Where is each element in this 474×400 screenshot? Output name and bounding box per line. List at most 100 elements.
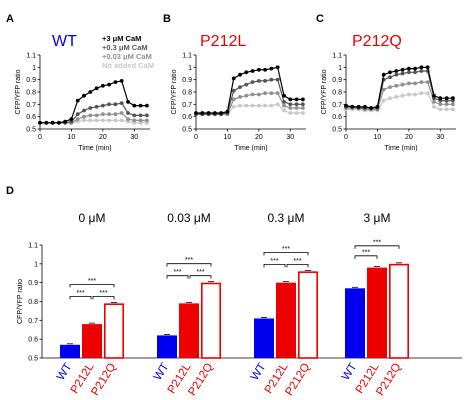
y-tick-label: 0.5 — [332, 127, 342, 134]
data-point — [231, 76, 236, 81]
data-point — [381, 98, 386, 103]
data-point — [225, 109, 230, 114]
data-point — [438, 102, 443, 107]
data-point — [425, 65, 430, 70]
legend-item-0-3um: +0.3 μM CaM — [102, 43, 148, 52]
data-point — [145, 113, 149, 118]
data-point — [132, 118, 137, 123]
y-tick-label: 0.9 — [28, 280, 38, 287]
significance-label: *** — [362, 249, 370, 256]
data-point — [200, 111, 205, 115]
data-point — [132, 103, 137, 108]
category-label: WT — [55, 361, 75, 383]
data-point — [288, 106, 293, 110]
significance-bracket — [166, 275, 189, 279]
data-point — [38, 120, 42, 125]
data-point — [269, 91, 274, 96]
data-point — [269, 103, 274, 108]
bar — [388, 263, 409, 359]
data-point — [269, 66, 274, 71]
data-point — [206, 111, 211, 115]
data-point — [113, 118, 118, 123]
data-point — [350, 104, 355, 109]
panel-letter-c: C — [316, 13, 324, 25]
line-chart-a: 0.5 0.6 0.7 0.8 0.9 1 1.1 0 10 20 30 Time (min) CFP/… — [15, 53, 150, 152]
y-tick-label: 0.8 — [332, 90, 342, 97]
significance-bracket — [354, 255, 378, 259]
data-point — [75, 117, 80, 121]
data-point — [394, 72, 399, 77]
significance-bracket — [69, 295, 92, 300]
data-point — [119, 118, 124, 123]
data-point — [400, 67, 405, 72]
y-tick-label: 0.5 — [182, 127, 192, 134]
data-point — [244, 82, 249, 87]
data-point — [294, 102, 299, 107]
significance-bracket — [263, 251, 309, 256]
data-point — [250, 80, 255, 84]
data-point — [288, 111, 293, 115]
category-label: WT — [152, 361, 172, 383]
data-point — [301, 111, 305, 115]
data-point — [101, 112, 105, 117]
y-tick-label: 0.8 — [182, 90, 192, 97]
significance-label: *** — [99, 290, 107, 297]
significance-label: *** — [88, 278, 96, 285]
y-tick-label: 1 — [32, 65, 36, 72]
data-point — [250, 69, 255, 73]
data-point — [126, 117, 130, 121]
panel-c-title: P212Q — [352, 33, 402, 50]
data-point — [432, 100, 436, 104]
x-tick-label: 10 — [224, 134, 232, 141]
significance-label: *** — [270, 258, 278, 265]
data-point — [438, 96, 443, 101]
data-point — [282, 108, 286, 113]
data-point — [82, 93, 86, 98]
data-point — [88, 113, 93, 118]
x-tick-label: 0 — [194, 134, 198, 141]
data-point — [250, 103, 255, 108]
data-point — [344, 103, 348, 108]
y-tick-label: 1.1 — [182, 53, 192, 60]
data-point — [301, 102, 305, 107]
data-point — [388, 75, 392, 80]
significance-bracket — [286, 263, 309, 268]
data-point — [257, 67, 261, 72]
data-point — [244, 103, 249, 108]
data-point — [400, 82, 405, 87]
data-point — [432, 93, 436, 98]
x-tick-label: 30 — [130, 134, 138, 141]
y-tick-label: 1.1 — [26, 53, 36, 60]
x-tick-label: 10 — [68, 134, 76, 141]
data-point — [394, 69, 399, 73]
bar — [104, 303, 125, 359]
y-tick-label: 1 — [34, 261, 38, 268]
panel-letter-b: B — [163, 13, 171, 25]
bar — [367, 267, 387, 358]
data-point — [451, 102, 455, 107]
group-label: 3 μM — [364, 211, 391, 225]
bar — [254, 318, 274, 358]
data-point — [69, 117, 74, 121]
data-point — [294, 97, 299, 102]
data-point — [138, 118, 143, 123]
data-point — [413, 81, 417, 86]
data-point — [288, 97, 293, 102]
data-point — [132, 113, 137, 118]
data-point — [82, 114, 86, 119]
data-point — [250, 92, 255, 97]
legend-item-0-03um: +0.03 μM CaM — [102, 52, 152, 61]
data-point — [101, 118, 105, 123]
data-point — [50, 120, 55, 125]
bar — [157, 335, 177, 358]
data-point — [219, 111, 224, 115]
data-point — [301, 97, 305, 102]
data-point — [419, 91, 424, 96]
y-tick-label: 0.5 — [26, 127, 36, 134]
data-point — [138, 103, 143, 108]
data-point — [388, 85, 392, 89]
data-point — [369, 106, 373, 110]
data-point — [88, 118, 93, 123]
